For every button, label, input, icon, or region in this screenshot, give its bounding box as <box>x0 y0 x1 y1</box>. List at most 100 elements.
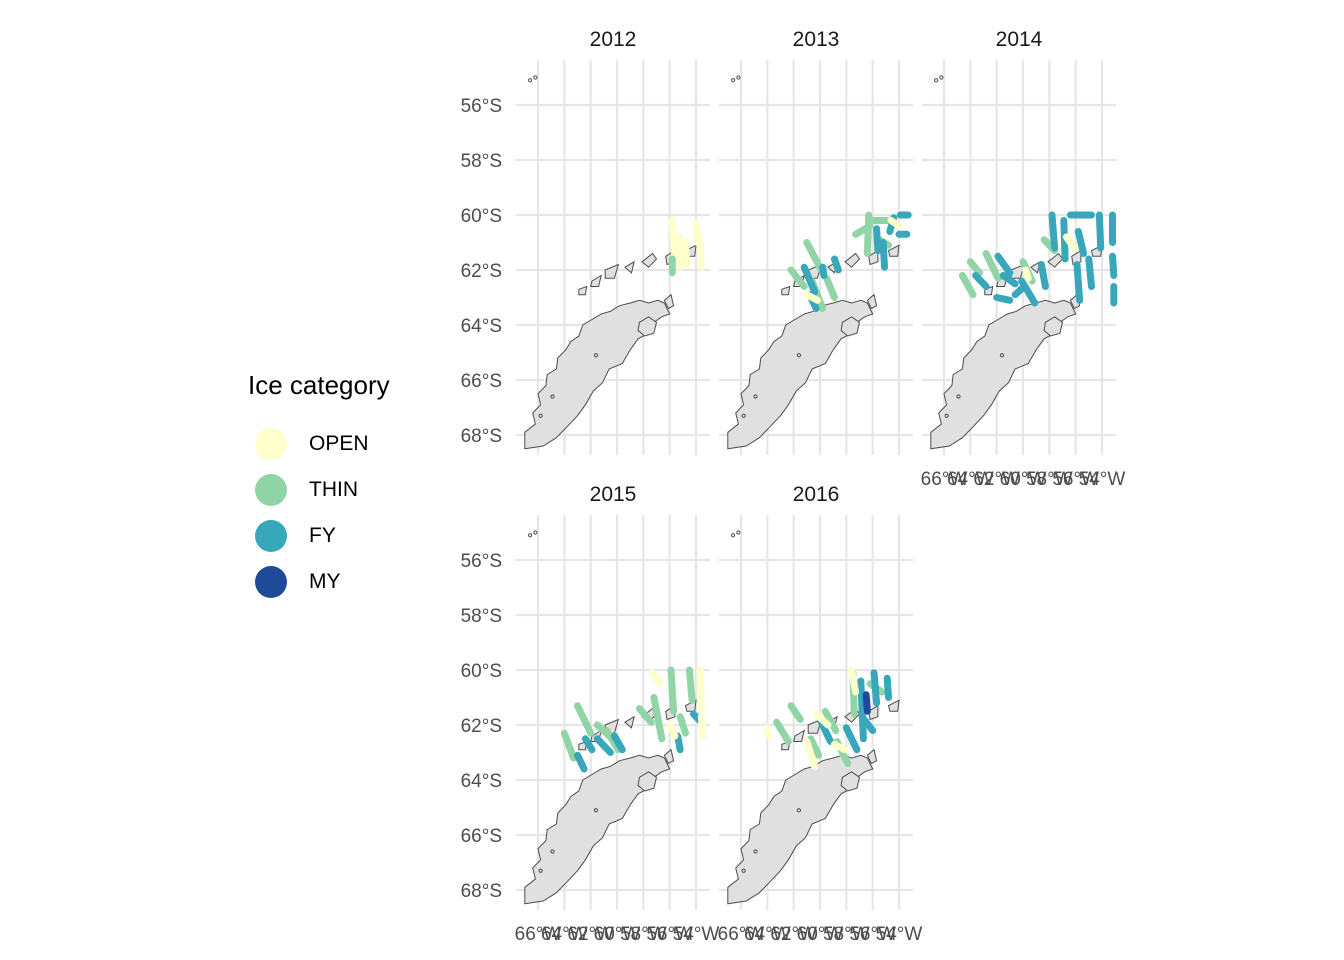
land-antarctic-peninsula <box>727 754 874 905</box>
ice-track-18 <box>666 721 679 740</box>
ice-track-15 <box>649 669 664 688</box>
facet-title-2014: 2014 <box>996 28 1043 51</box>
legend-item-thin: THIN <box>248 467 390 513</box>
ice-track-15 <box>812 710 832 729</box>
land-island <box>1043 316 1064 337</box>
ice-track-10 <box>1018 277 1039 307</box>
land-islet-5 <box>868 704 879 721</box>
ice-track-3 <box>603 727 622 754</box>
land-small-island-3 <box>731 78 736 83</box>
ice-track-1 <box>675 233 684 271</box>
lon-tick-label: 60°W <box>1000 469 1047 490</box>
land-island <box>637 316 658 337</box>
legend-key-thin <box>255 474 287 506</box>
legend-label-fy: FY <box>309 524 336 547</box>
lon-tick-label: 56°W <box>646 924 693 945</box>
ice-track-18 <box>887 217 903 230</box>
ice-track-2 <box>682 239 691 268</box>
land-islet-0 <box>984 285 994 296</box>
land-small-island-0 <box>741 868 746 873</box>
ice-track-10 <box>574 751 588 773</box>
land-small-island-3 <box>528 533 533 538</box>
lon-tick-label: 64°W <box>541 924 588 945</box>
land-islet-1 <box>793 729 805 742</box>
lon-tick-label: 62°W <box>567 924 614 945</box>
lon-tick-label: 64°W <box>744 924 791 945</box>
lon-tick-label: 56°W <box>849 924 896 945</box>
ice-track-12 <box>873 225 882 255</box>
lon-tick-label: 64°W <box>947 469 994 490</box>
ice-track-4 <box>635 705 655 726</box>
land-small-island-0 <box>538 868 543 873</box>
ice-track-8 <box>993 294 1014 304</box>
ice-track-7 <box>999 272 1019 288</box>
ice-track-14 <box>763 724 773 740</box>
lat-tick-label: 56°S <box>461 551 502 572</box>
ice-track-3 <box>823 274 838 301</box>
land-small-island-1 <box>753 394 758 399</box>
ice-track-0 <box>787 266 808 290</box>
lon-tick-label: 58°W <box>1026 469 1073 490</box>
ice-track-17 <box>697 713 707 740</box>
land-small-island-1 <box>550 849 555 854</box>
land-antarctic-peninsula <box>524 299 671 450</box>
legend-item-fy: FY <box>248 513 390 559</box>
ice-track-13 <box>862 691 871 715</box>
land-small-island-3 <box>934 78 939 83</box>
ice-track-6 <box>994 252 1014 277</box>
panel-2012: 2012 56°S 58°S 60°S 62°S 64°S 66°S 68°S <box>461 28 710 455</box>
ice-track-20 <box>1109 252 1118 279</box>
lat-tick-label: 56°S <box>461 96 502 117</box>
ice-track-12 <box>610 732 626 754</box>
lon-tick-label: 62°W <box>770 924 817 945</box>
land-islet-6 <box>887 244 900 257</box>
land-islet-6 <box>887 699 900 712</box>
legend-item-open: OPEN <box>248 421 390 467</box>
ice-track-18 <box>848 666 860 696</box>
ice-track-5 <box>972 272 990 290</box>
lat-tick-label: 62°S <box>461 261 502 282</box>
land-islet-7 <box>663 748 675 765</box>
land-small-island-3 <box>731 533 736 538</box>
panel-2015: 2015 56°S 58°S 60°S 62°S 64°S 66°S 68°S 66°W64°W… <box>461 483 720 945</box>
land-islet-3 <box>624 260 635 274</box>
land-small-island-2 <box>999 353 1005 358</box>
lat-tick-label: 64°S <box>461 771 502 792</box>
ice-track-23 <box>1022 266 1032 282</box>
lat-tick-label: 66°S <box>461 371 502 392</box>
ice-track-4 <box>696 233 705 271</box>
lon-tick-label: 66°W <box>515 924 562 945</box>
ice-track-2 <box>560 729 578 762</box>
land-antarctic-peninsula <box>930 299 1077 450</box>
lat-tick-label: 66°S <box>461 826 502 847</box>
lat-tick-label: 62°S <box>461 716 502 737</box>
facet-title-2016: 2016 <box>793 483 840 506</box>
land-island <box>637 771 658 792</box>
land-small-island-4 <box>533 530 538 535</box>
ice-track-18 <box>1095 211 1105 252</box>
land-small-island-1 <box>753 849 758 854</box>
ice-track-10 <box>870 669 881 707</box>
land-islet-0 <box>578 285 588 296</box>
panel-2014: 2014 66°W64°W62°W60°W58°W56°W54°W <box>921 28 1126 490</box>
ice-track-16 <box>696 666 705 712</box>
ice-track-2 <box>982 250 1002 282</box>
ice-track-3 <box>821 707 840 734</box>
land-islet-7 <box>866 293 878 310</box>
panel-2016: 2016 66°W64°W62°W60°W58°W56°W54°W <box>718 483 923 945</box>
lon-tick-label: 56°W <box>1052 469 1099 490</box>
lat-tick-label: 68°S <box>461 426 502 447</box>
land-small-island-2 <box>796 353 802 358</box>
land-small-island-1 <box>956 394 961 399</box>
land-islet-7 <box>866 748 878 765</box>
ice-track-11 <box>1037 261 1049 290</box>
lon-tick-label: 66°W <box>718 924 765 945</box>
lon-tick-label: 54°W <box>876 924 923 945</box>
lon-tick-label: 54°W <box>673 924 720 945</box>
land-small-island-1 <box>550 394 555 399</box>
ice-track-7 <box>676 713 689 737</box>
ice-track-22 <box>1062 233 1078 252</box>
lat-tick-label: 58°S <box>461 151 502 172</box>
land-antarctic-peninsula <box>524 754 671 905</box>
